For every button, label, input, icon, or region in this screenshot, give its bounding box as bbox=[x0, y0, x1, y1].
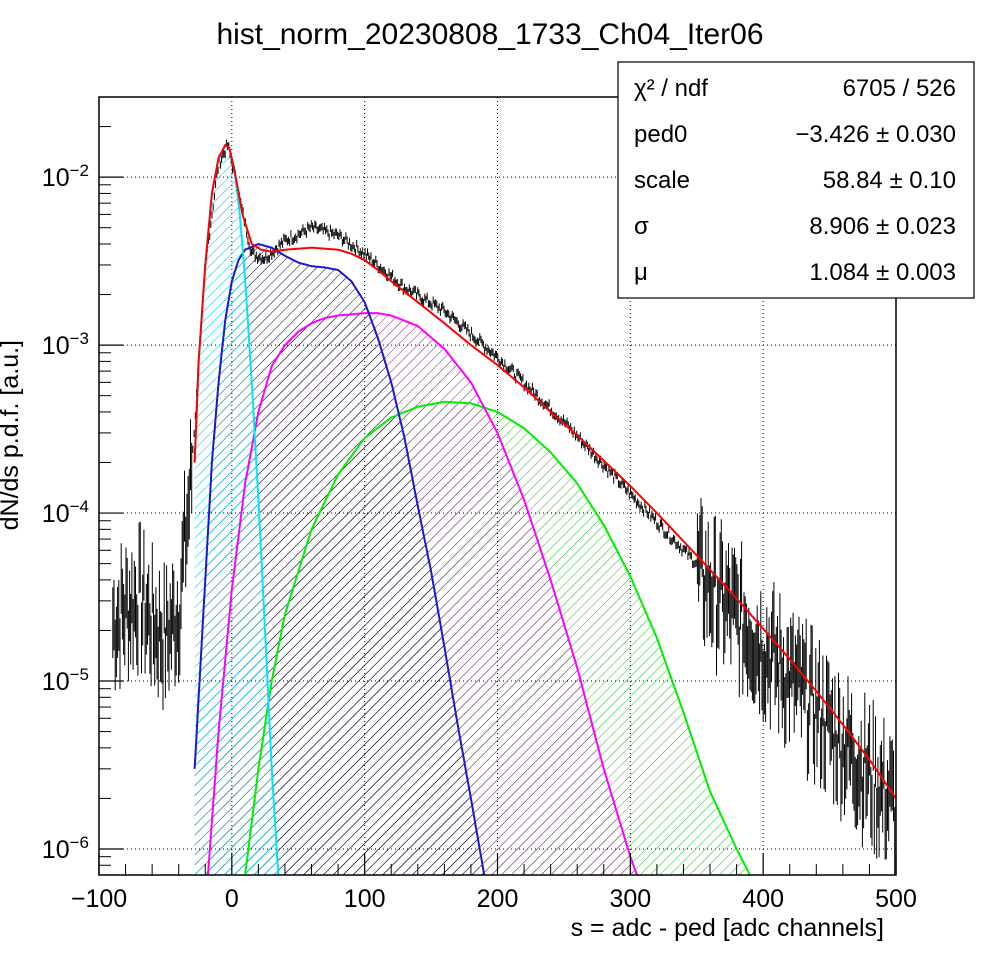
chart-title: hist_norm_20230808_1733_Ch04_Iter06 bbox=[216, 18, 763, 51]
stats-row-name: scale bbox=[634, 167, 690, 194]
stats-row-value: 8.906 ± 0.023 bbox=[809, 213, 956, 240]
fit-curve-totalfit bbox=[193, 143, 896, 799]
stats-row-name: σ bbox=[634, 213, 649, 240]
component-fills bbox=[194, 145, 750, 875]
component-fill-0pe bbox=[194, 145, 279, 875]
x-tick-label: −100 bbox=[71, 885, 127, 913]
stats-row-name: χ² / ndf bbox=[634, 75, 708, 102]
x-tick-label: 100 bbox=[344, 885, 386, 913]
y-tick-label: 10−5 bbox=[42, 665, 89, 696]
y-tick-label: 10−2 bbox=[42, 161, 89, 192]
x-tick-label: 0 bbox=[225, 885, 239, 913]
fit-curves bbox=[193, 143, 896, 875]
x-tick-label: 200 bbox=[477, 885, 519, 913]
x-tick-label: 300 bbox=[609, 885, 651, 913]
stats-row-value: 58.84 ± 0.10 bbox=[823, 167, 956, 194]
stats-row-name: μ bbox=[634, 259, 648, 286]
x-tick-label: 500 bbox=[875, 885, 917, 913]
stats-row-value: 6705 / 526 bbox=[843, 75, 956, 102]
y-axis: 10−2 10−3 10−4 10−5 10−6 bbox=[42, 96, 123, 876]
stats-row-value: 1.084 ± 0.003 bbox=[809, 259, 956, 286]
stats-row-name: ped0 bbox=[634, 121, 687, 148]
x-tick-label: 400 bbox=[742, 885, 784, 913]
fit-stats-box: χ² / ndf 6705 / 526 ped0 −3.426 ± 0.030 scal… bbox=[617, 61, 975, 299]
fit-curve-2pe bbox=[206, 312, 638, 875]
y-tick-label: 10−6 bbox=[42, 833, 89, 864]
x-axis: −100 0 100 200 300 400 500 bbox=[71, 853, 917, 913]
fit-curve-3pe bbox=[244, 400, 751, 875]
stats-box-frame bbox=[617, 61, 975, 299]
y-axis-label: dN/ds p.d.f. [a.u.] bbox=[0, 340, 24, 530]
stats-row-value: −3.426 ± 0.030 bbox=[795, 121, 956, 148]
x-axis-label: s = adc - ped [adc channels] bbox=[571, 914, 884, 942]
y-tick-label: 10−3 bbox=[42, 329, 89, 360]
y-tick-label: 10−4 bbox=[42, 497, 89, 528]
